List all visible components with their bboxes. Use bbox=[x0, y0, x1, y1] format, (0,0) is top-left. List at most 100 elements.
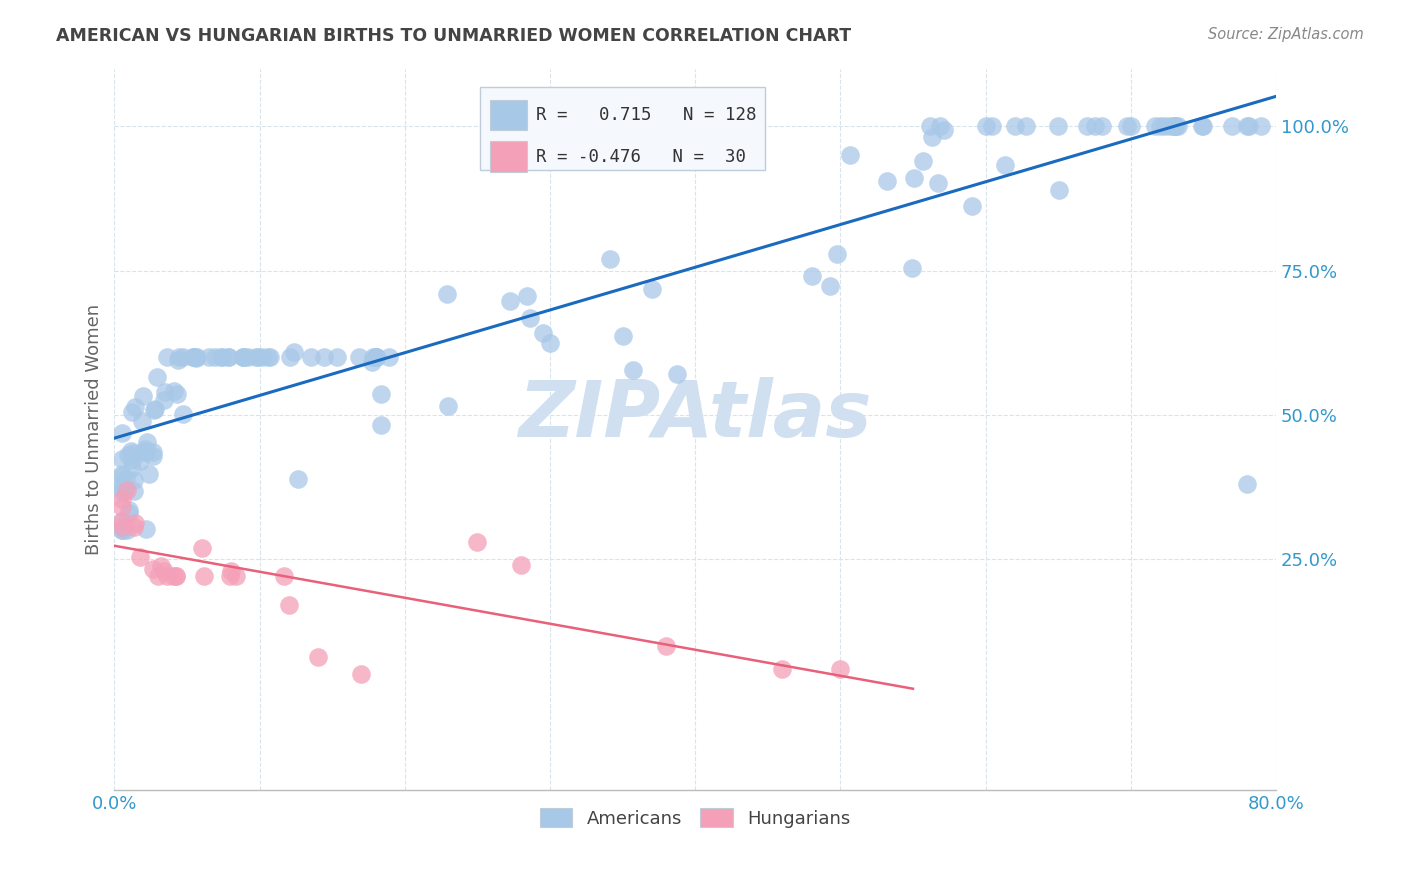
Point bbox=[146, 369, 169, 384]
Point bbox=[665, 367, 688, 381]
Point bbox=[499, 294, 522, 309]
Point bbox=[153, 384, 176, 399]
Point bbox=[111, 523, 134, 537]
Point bbox=[129, 549, 152, 564]
Point bbox=[929, 120, 952, 134]
Point bbox=[623, 363, 645, 377]
Point bbox=[1250, 120, 1272, 134]
Point bbox=[932, 123, 955, 137]
Point bbox=[131, 413, 153, 427]
Point bbox=[1014, 120, 1036, 134]
Point bbox=[122, 520, 145, 534]
Point bbox=[211, 350, 233, 364]
Point bbox=[186, 350, 208, 364]
Point bbox=[183, 350, 205, 364]
Point bbox=[467, 534, 489, 549]
Point bbox=[960, 199, 983, 213]
Point bbox=[111, 451, 134, 466]
Point bbox=[136, 435, 159, 450]
Point bbox=[299, 350, 322, 364]
Point bbox=[1119, 120, 1142, 134]
Text: AMERICAN VS HUNGARIAN BIRTHS TO UNMARRIED WOMEN CORRELATION CHART: AMERICAN VS HUNGARIAN BIRTHS TO UNMARRIE… bbox=[56, 27, 852, 45]
Point bbox=[250, 350, 273, 364]
Point bbox=[911, 153, 934, 168]
Point bbox=[278, 350, 301, 364]
Point bbox=[117, 523, 139, 537]
Text: Source: ZipAtlas.com: Source: ZipAtlas.com bbox=[1208, 27, 1364, 42]
Point bbox=[1047, 183, 1070, 197]
Point bbox=[129, 454, 152, 468]
Point bbox=[218, 350, 240, 364]
Point bbox=[838, 148, 860, 162]
Point bbox=[165, 569, 187, 583]
Point bbox=[599, 252, 621, 266]
Point bbox=[163, 384, 186, 398]
Point bbox=[903, 171, 925, 186]
Point bbox=[225, 569, 247, 583]
Point bbox=[1163, 120, 1185, 134]
Point bbox=[1091, 120, 1114, 134]
Point bbox=[120, 444, 142, 458]
Point bbox=[142, 562, 165, 576]
Point bbox=[111, 523, 134, 537]
Point bbox=[830, 662, 852, 676]
Point bbox=[519, 311, 541, 326]
Point bbox=[111, 514, 134, 528]
Point bbox=[153, 564, 176, 578]
Point bbox=[247, 350, 270, 364]
Point bbox=[183, 350, 205, 364]
Point bbox=[172, 408, 194, 422]
Point bbox=[1004, 120, 1026, 134]
Point bbox=[135, 522, 157, 536]
Point bbox=[1116, 120, 1139, 134]
Text: R =   0.715   N = 128: R = 0.715 N = 128 bbox=[536, 105, 756, 124]
Point bbox=[181, 350, 204, 364]
Point bbox=[111, 467, 134, 482]
Y-axis label: Births to Unmarried Women: Births to Unmarried Women bbox=[86, 303, 103, 555]
Point bbox=[1236, 477, 1258, 491]
Point bbox=[143, 401, 166, 416]
Point bbox=[111, 485, 134, 500]
Legend: Americans, Hungarians: Americans, Hungarians bbox=[533, 801, 858, 835]
Point bbox=[111, 426, 134, 441]
Point bbox=[115, 483, 138, 497]
Point bbox=[994, 157, 1017, 171]
Point bbox=[143, 403, 166, 417]
Point bbox=[1167, 120, 1189, 134]
Point bbox=[183, 350, 205, 364]
Point bbox=[238, 350, 260, 364]
Point bbox=[277, 599, 299, 613]
Text: ZIPAtlas: ZIPAtlas bbox=[519, 376, 872, 453]
Point bbox=[190, 541, 212, 555]
Point bbox=[1222, 120, 1244, 134]
Point bbox=[233, 350, 256, 364]
Point bbox=[1047, 120, 1070, 134]
Point bbox=[111, 491, 134, 506]
Point bbox=[142, 450, 165, 464]
FancyBboxPatch shape bbox=[489, 141, 527, 171]
Point bbox=[172, 350, 194, 364]
Point bbox=[364, 350, 387, 364]
Point bbox=[876, 174, 898, 188]
Point bbox=[312, 350, 335, 364]
Point bbox=[259, 350, 281, 364]
Point bbox=[437, 399, 460, 413]
Point bbox=[364, 350, 387, 364]
Point bbox=[927, 176, 949, 190]
Point bbox=[209, 350, 232, 364]
Point bbox=[193, 569, 215, 583]
Point bbox=[162, 569, 184, 583]
Point bbox=[142, 444, 165, 458]
Point bbox=[124, 516, 146, 531]
Point bbox=[1192, 120, 1215, 134]
Point bbox=[217, 350, 239, 364]
Point bbox=[363, 350, 385, 364]
Point bbox=[138, 467, 160, 481]
Point bbox=[134, 445, 156, 459]
Point bbox=[122, 483, 145, 498]
Point bbox=[360, 355, 382, 369]
Point bbox=[219, 569, 242, 583]
Point bbox=[655, 639, 678, 653]
Point bbox=[370, 386, 392, 401]
Point bbox=[1164, 120, 1187, 134]
